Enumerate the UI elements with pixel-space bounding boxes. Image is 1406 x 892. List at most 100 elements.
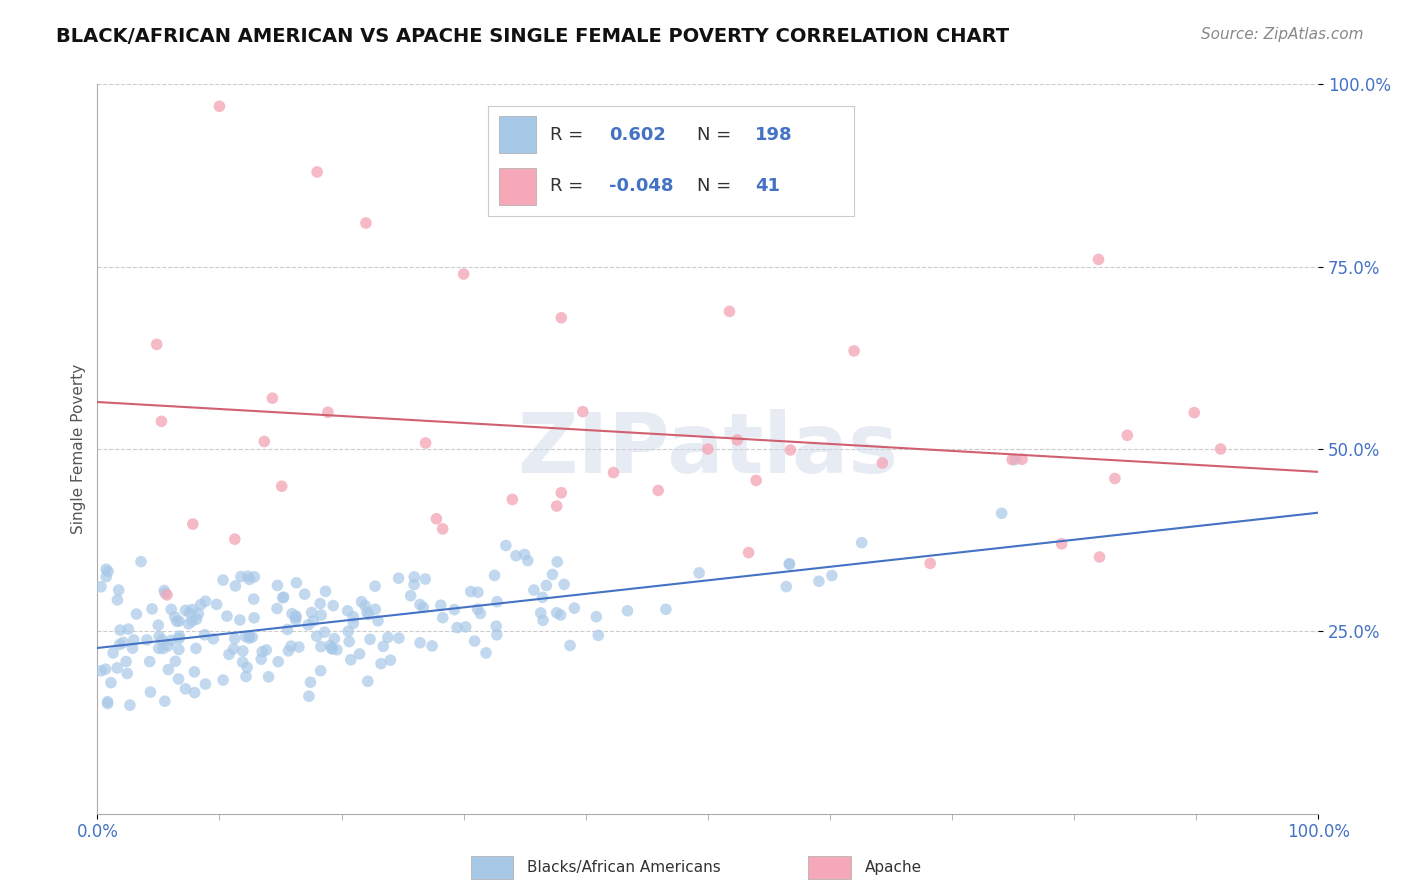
- Point: [314, 625, 336, 640]
- Point: [194, 594, 217, 608]
- Point: [284, 609, 307, 624]
- Point: [443, 602, 465, 616]
- Point: [404, 570, 426, 584]
- Y-axis label: Single Female Poverty: Single Female Poverty: [72, 364, 86, 534]
- Point: [364, 579, 387, 593]
- Point: [467, 585, 489, 599]
- Point: [118, 698, 141, 713]
- Point: [160, 633, 183, 648]
- Point: [183, 686, 205, 700]
- Point: [117, 622, 139, 636]
- Point: [183, 665, 205, 679]
- Point: [778, 557, 800, 571]
- Point: [232, 655, 254, 669]
- Point: [141, 602, 163, 616]
- Point: [156, 588, 179, 602]
- Point: [97, 697, 120, 711]
- Point: [167, 614, 190, 628]
- Point: [1209, 442, 1232, 456]
- Point: [558, 639, 581, 653]
- Point: [163, 610, 186, 624]
- Point: [250, 645, 273, 659]
- Point: [297, 617, 319, 632]
- Point: [432, 522, 454, 536]
- Point: [262, 391, 284, 405]
- Point: [229, 613, 252, 627]
- Point: [688, 566, 710, 580]
- Point: [250, 652, 273, 666]
- Text: ZIPatlas: ZIPatlas: [517, 409, 898, 490]
- Point: [305, 629, 328, 643]
- Point: [454, 620, 477, 634]
- Point: [229, 569, 252, 583]
- Point: [546, 499, 568, 513]
- Point: [112, 635, 135, 649]
- Point: [254, 643, 277, 657]
- Point: [425, 512, 447, 526]
- Point: [212, 673, 235, 687]
- Point: [273, 590, 295, 604]
- Point: [541, 567, 564, 582]
- Point: [157, 663, 180, 677]
- Point: [281, 607, 304, 621]
- Point: [181, 602, 204, 616]
- Point: [588, 628, 610, 642]
- Point: [235, 669, 257, 683]
- Point: [156, 639, 179, 653]
- Text: Apache: Apache: [865, 861, 922, 875]
- Point: [135, 632, 157, 647]
- Point: [322, 599, 344, 613]
- Point: [1004, 452, 1026, 467]
- Point: [167, 642, 190, 657]
- Point: [243, 611, 266, 625]
- Point: [432, 611, 454, 625]
- Point: [215, 609, 238, 624]
- Point: [696, 442, 718, 456]
- Point: [153, 583, 176, 598]
- Point: [807, 574, 830, 589]
- Point: [409, 636, 432, 650]
- Point: [179, 606, 201, 620]
- Point: [150, 632, 173, 647]
- Point: [309, 640, 332, 654]
- Point: [240, 630, 263, 644]
- Point: [160, 602, 183, 616]
- Point: [513, 548, 536, 562]
- Point: [373, 640, 395, 654]
- Point: [516, 553, 538, 567]
- Point: [321, 642, 343, 657]
- Point: [420, 639, 443, 653]
- Point: [412, 600, 434, 615]
- Point: [105, 661, 128, 675]
- Point: [169, 629, 191, 643]
- Point: [430, 599, 453, 613]
- Point: [446, 621, 468, 635]
- Text: Source: ZipAtlas.com: Source: ZipAtlas.com: [1201, 27, 1364, 42]
- Point: [326, 642, 349, 657]
- Point: [107, 582, 129, 597]
- Point: [718, 304, 741, 318]
- Point: [309, 597, 332, 611]
- Point: [530, 606, 553, 620]
- Point: [97, 565, 120, 579]
- Point: [342, 616, 364, 631]
- Point: [501, 492, 523, 507]
- Point: [546, 606, 568, 620]
- Point: [108, 623, 131, 637]
- Point: [319, 639, 342, 653]
- Point: [550, 485, 572, 500]
- Point: [775, 580, 797, 594]
- Point: [194, 677, 217, 691]
- Point: [238, 631, 260, 645]
- Point: [342, 609, 364, 624]
- Point: [647, 483, 669, 498]
- Point: [152, 641, 174, 656]
- Point: [485, 595, 508, 609]
- Point: [470, 607, 492, 621]
- Point: [377, 631, 399, 645]
- Point: [122, 632, 145, 647]
- Point: [571, 404, 593, 418]
- Point: [523, 583, 546, 598]
- Point: [138, 655, 160, 669]
- Point: [167, 672, 190, 686]
